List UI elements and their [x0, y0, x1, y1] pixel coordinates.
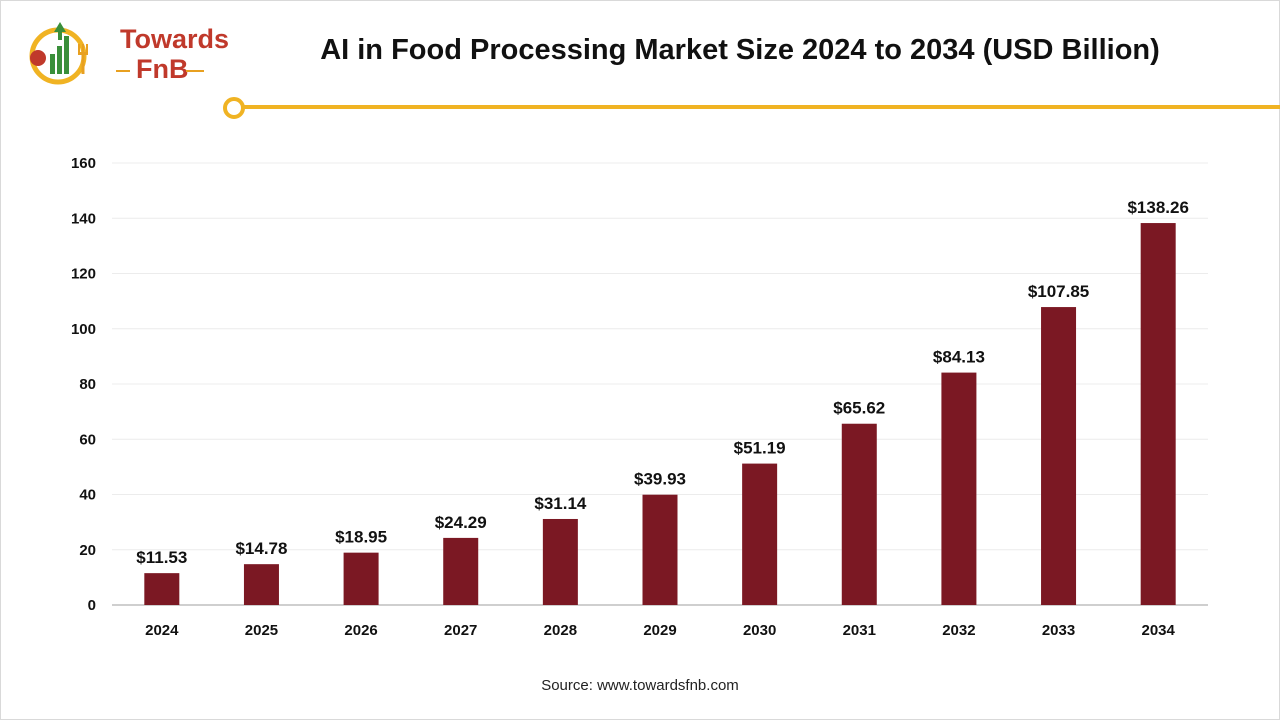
data-label: $138.26 [1127, 198, 1188, 217]
logo-text-fnb: FnB [136, 54, 189, 84]
x-tick-label: 2030 [743, 622, 776, 639]
y-tick-label: 20 [79, 542, 96, 559]
towards-fnb-logo: Towards FnB [24, 18, 229, 88]
x-tick-label: 2032 [942, 622, 975, 639]
source-note: Source: www.towardsfnb.com [541, 677, 739, 694]
data-label: $24.29 [435, 513, 487, 532]
bar [542, 518, 578, 605]
x-tick-label: 2034 [1141, 622, 1175, 639]
bar [941, 372, 977, 605]
y-tick-label: 120 [71, 266, 96, 283]
x-tick-label: 2028 [544, 622, 577, 639]
x-tick-label: 2026 [344, 622, 377, 639]
data-label: $11.53 [136, 548, 187, 567]
x-tick-label: 2025 [245, 622, 278, 639]
x-tick-label: 2029 [643, 622, 676, 639]
accent-line [243, 105, 1280, 109]
data-label: $51.19 [734, 439, 786, 458]
chart-title: AI in Food Processing Market Size 2024 t… [320, 34, 1160, 66]
bar [1041, 307, 1077, 605]
y-tick-label: 140 [71, 210, 96, 227]
bar [642, 494, 678, 605]
logo-dash [116, 70, 130, 72]
y-tick-label: 160 [71, 155, 96, 172]
y-tick-label: 0 [88, 597, 96, 614]
y-tick-label: 60 [79, 431, 96, 448]
x-tick-label: 2027 [444, 622, 477, 639]
bar [742, 463, 778, 605]
data-label: $18.95 [335, 528, 387, 547]
data-label: $39.93 [634, 470, 686, 489]
logo-text-towards: Towards [120, 24, 230, 54]
x-tick-label: 2033 [1042, 622, 1075, 639]
y-tick-label: 80 [79, 376, 96, 393]
data-label: $65.62 [833, 399, 885, 418]
logo-dash [186, 70, 204, 72]
x-tick-label: 2024 [145, 622, 179, 639]
data-label: $31.14 [534, 494, 587, 513]
fork-icon [78, 44, 88, 74]
y-tick-label: 100 [71, 321, 96, 338]
bar [841, 423, 877, 605]
y-tick-label: 40 [79, 487, 96, 504]
data-label: $84.13 [933, 348, 985, 367]
bar [343, 552, 379, 605]
data-label: $107.85 [1028, 282, 1089, 301]
x-tick-label: 2031 [843, 622, 876, 639]
chart-bars-icon [29, 22, 88, 85]
data-label: $14.78 [235, 539, 287, 558]
bar [144, 573, 180, 605]
bar [443, 537, 479, 605]
bar [1140, 223, 1176, 605]
bar [243, 564, 279, 605]
